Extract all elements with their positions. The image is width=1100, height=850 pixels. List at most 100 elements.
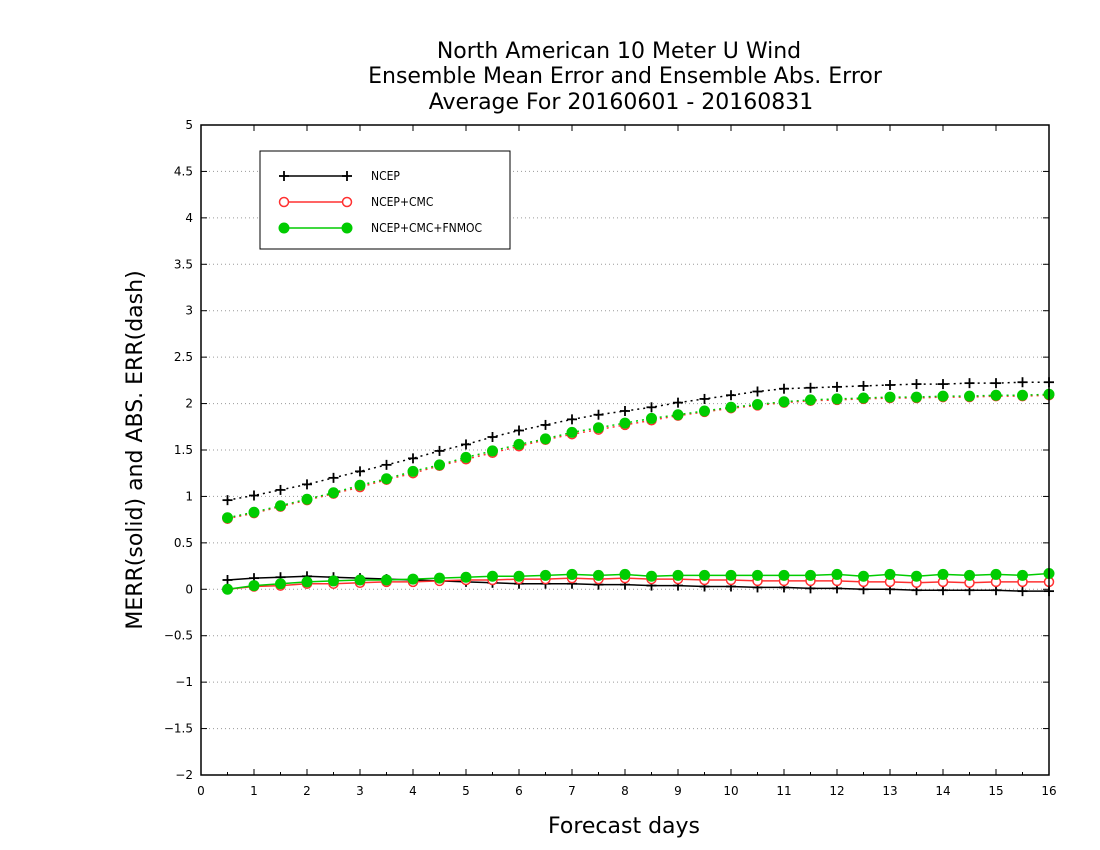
abs-err-point-ncep <box>461 439 471 450</box>
merr-point-ncep <box>222 575 233 585</box>
merr-point-ncep-cmc-fnmoc <box>725 569 737 581</box>
abs-err-point-ncep <box>752 386 763 397</box>
y-tick-label: 4.5 <box>174 164 193 178</box>
x-tick-label: 7 <box>568 784 576 798</box>
abs-err-point-ncep <box>991 378 1001 389</box>
y-tick-label: 4 <box>185 211 193 225</box>
abs-err-point-ncep <box>779 383 789 394</box>
x-tick-labels: 0 1 2 3 4 5 6 7 8 9 10 11 12 13 14 15 16 <box>197 784 1056 798</box>
abs-err-point-ncep-cmc-fnmoc <box>513 438 525 450</box>
y-tick-label: −0.5 <box>164 629 193 643</box>
abs-err-point-ncep-cmc-fnmoc <box>990 389 1002 401</box>
abs-err-point-ncep <box>302 479 312 490</box>
merr-point-ncep-cmc-fnmoc <box>487 570 498 582</box>
abs-err-point-ncep-cmc-fnmoc <box>354 479 366 491</box>
legend-marker <box>278 196 290 208</box>
abs-err-point-ncep <box>222 495 233 506</box>
merr-point-ncep-cmc-fnmoc <box>566 568 578 580</box>
abs-err-point-ncep-cmc-fnmoc <box>381 473 392 485</box>
merr-point-ncep-cmc-fnmoc <box>672 569 684 581</box>
abs-err-point-ncep <box>858 380 869 391</box>
x-tick-label: 1 <box>250 784 258 798</box>
abs-err-point-ncep-cmc-fnmoc <box>1017 389 1028 401</box>
merr-point-ncep-cmc-fnmoc <box>752 569 763 581</box>
chart-title-line-1: North American 10 Meter U Wind <box>437 39 801 64</box>
series-ncep-cmc <box>222 389 1055 595</box>
abs-err-point-ncep <box>593 409 604 420</box>
y-tick-label: 3 <box>185 304 193 318</box>
abs-err-point-ncep-cmc-fnmoc <box>937 390 949 402</box>
x-tick-label: 12 <box>829 784 844 798</box>
abs-err-point-ncep-cmc-fnmoc <box>778 396 790 408</box>
legend-item-ncep: NCEP <box>279 169 400 183</box>
x-tick-label: 13 <box>882 784 897 798</box>
abs-err-point-ncep-cmc-fnmoc <box>672 409 684 421</box>
abs-err-point-ncep-cmc-fnmoc <box>805 394 816 406</box>
merr-point-ncep-cmc-fnmoc <box>328 575 339 587</box>
x-tick-label: 9 <box>674 784 682 798</box>
abs-err-point-ncep <box>275 484 286 495</box>
x-tick-label: 8 <box>621 784 629 798</box>
abs-err-point-ncep-cmc-fnmoc <box>646 412 657 424</box>
y-tick-label: 2.5 <box>174 350 193 364</box>
abs-err-point-ncep <box>408 453 418 464</box>
legend-marker <box>341 222 353 234</box>
merr-point-ncep <box>1017 586 1028 597</box>
abs-err-point-ncep <box>567 414 577 425</box>
abs-err-point-ncep-cmc-fnmoc <box>460 451 472 463</box>
abs-err-point-ncep-cmc-fnmoc <box>699 405 710 417</box>
chart-title-line-3: Average For 20160601 - 20160831 <box>429 90 814 115</box>
y-tick-label: −1 <box>175 675 193 689</box>
x-tick-label: 10 <box>723 784 738 798</box>
abs-err-line-ncep-cmc-fnmoc <box>227 393 1050 519</box>
abs-err-point-ncep-cmc-fnmoc <box>540 433 551 445</box>
abs-err-point-ncep <box>328 472 339 483</box>
merr-point-ncep-cmc-fnmoc <box>275 578 286 590</box>
legend-marker <box>278 222 290 234</box>
x-tick-label: 11 <box>776 784 791 798</box>
abs-err-point-ncep <box>487 432 498 442</box>
y-axis-label: MERR(solid) and ABS. ERR(dash) <box>123 270 148 629</box>
y-tick-label: 1.5 <box>174 443 193 457</box>
abs-err-point-ncep <box>938 379 948 390</box>
abs-err-point-ncep-cmc-fnmoc <box>752 399 763 410</box>
x-tick-label: 3 <box>356 784 364 798</box>
legend: NCEP NCEP+CMC NCEP+CMC+FNMOC <box>259 150 511 250</box>
abs-err-point-ncep-cmc-fnmoc <box>911 391 922 403</box>
series-ncep <box>222 377 1054 597</box>
axes <box>200 124 1050 776</box>
abs-err-point-ncep-cmc-fnmoc <box>619 417 631 429</box>
abs-err-point-ncep-cmc-fnmoc <box>566 426 578 438</box>
abs-err-point-ncep-cmc-fnmoc <box>858 392 869 404</box>
abs-err-point-ncep <box>699 393 710 404</box>
merr-point-ncep-cmc-fnmoc <box>990 568 1002 580</box>
x-tick-label: 4 <box>409 784 417 798</box>
chart-title: North American 10 Meter U Wind Ensemble … <box>368 39 883 115</box>
abs-err-point-ncep <box>673 397 683 408</box>
merr-point-ncep-cmc-fnmoc <box>381 574 392 586</box>
x-tick-label: 16 <box>1041 784 1056 798</box>
chart-title-line-2: Ensemble Mean Error and Ensemble Abs. Er… <box>368 64 883 89</box>
abs-err-point-ncep <box>646 402 657 413</box>
abs-err-point-ncep <box>805 382 816 393</box>
abs-err-point-ncep-cmc-fnmoc <box>725 401 737 413</box>
abs-err-point-ncep-cmc-fnmoc <box>831 393 843 405</box>
abs-err-point-ncep <box>911 379 922 390</box>
abs-err-point-ncep-cmc-fnmoc <box>248 506 260 518</box>
x-tick-label: 6 <box>515 784 523 798</box>
abs-err-point-ncep <box>1017 377 1028 388</box>
merr-point-ncep-cmc-fnmoc <box>619 568 631 580</box>
legend-label: NCEP+CMC <box>371 195 433 209</box>
x-tick-label: 14 <box>935 784 950 798</box>
merr-point-ncep-cmc-fnmoc <box>460 571 472 583</box>
series-ncep-cmc-fnmoc <box>222 388 1055 595</box>
x-axis-label: Forecast days <box>548 814 700 839</box>
y-tick-label: 0.5 <box>174 536 193 550</box>
abs-err-line-ncep <box>227 381 1049 501</box>
abs-err-point-ncep-cmc-fnmoc <box>593 422 604 434</box>
merr-point-ncep-cmc-fnmoc <box>1017 569 1028 581</box>
y-tick-labels: −2 −1.5 −1 −0.5 0 0.5 1 1.5 2 2.5 3 3.5 4 4.5 5 <box>164 118 193 782</box>
merr-point-ncep-cmc-fnmoc <box>513 570 525 582</box>
merr-point-ncep-cmc-fnmoc <box>911 570 922 582</box>
